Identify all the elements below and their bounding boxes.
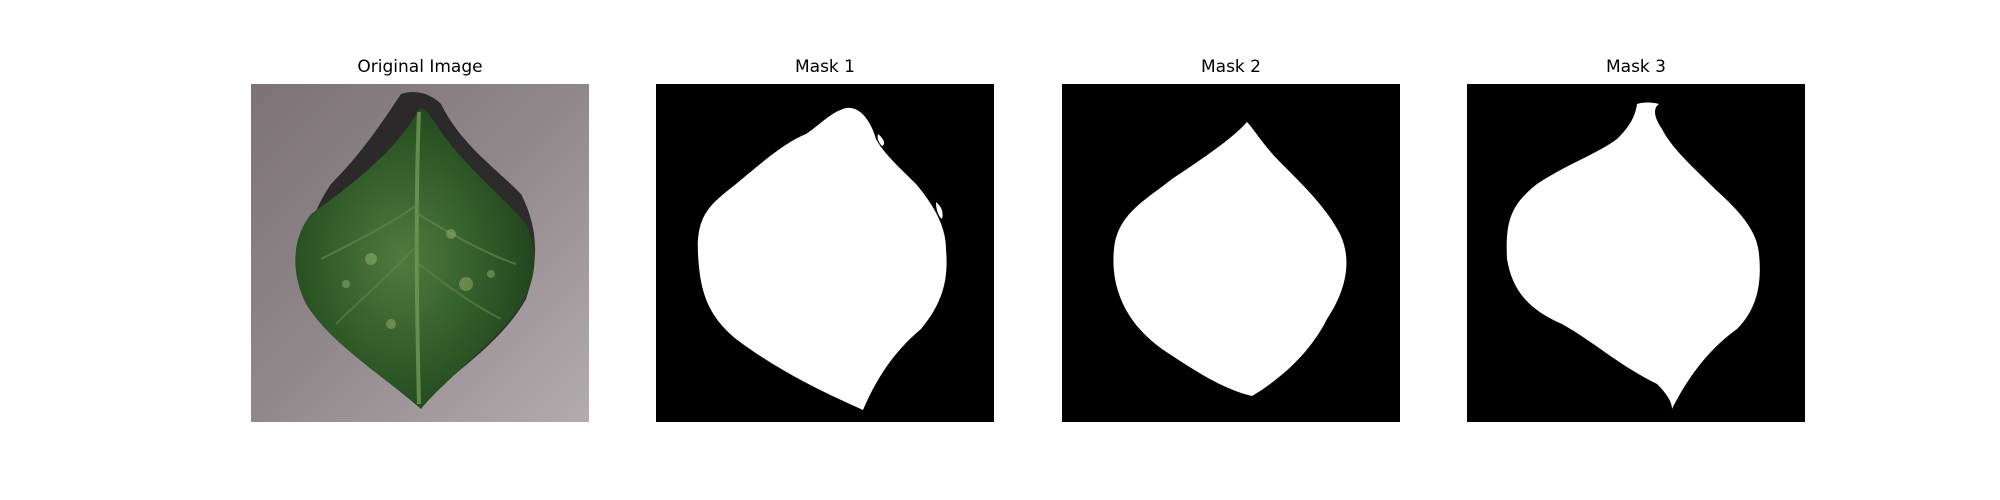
panel-title: Mask 1 bbox=[794, 57, 855, 77]
mask-image bbox=[656, 84, 994, 422]
panel-original-image: Original Image bbox=[251, 0, 589, 500]
panel-title: Mask 2 bbox=[1200, 57, 1261, 77]
panel-mask-1: Mask 1 bbox=[656, 0, 994, 500]
panel-title: Original Image bbox=[357, 57, 483, 77]
mask-image bbox=[1467, 84, 1805, 422]
panel-title: Mask 3 bbox=[1605, 57, 1666, 77]
leaf-photo bbox=[251, 84, 589, 422]
panel-mask-3: Mask 3 bbox=[1467, 0, 1805, 500]
mask-image bbox=[1062, 84, 1400, 422]
panel-mask-2: Mask 2 bbox=[1062, 0, 1400, 500]
